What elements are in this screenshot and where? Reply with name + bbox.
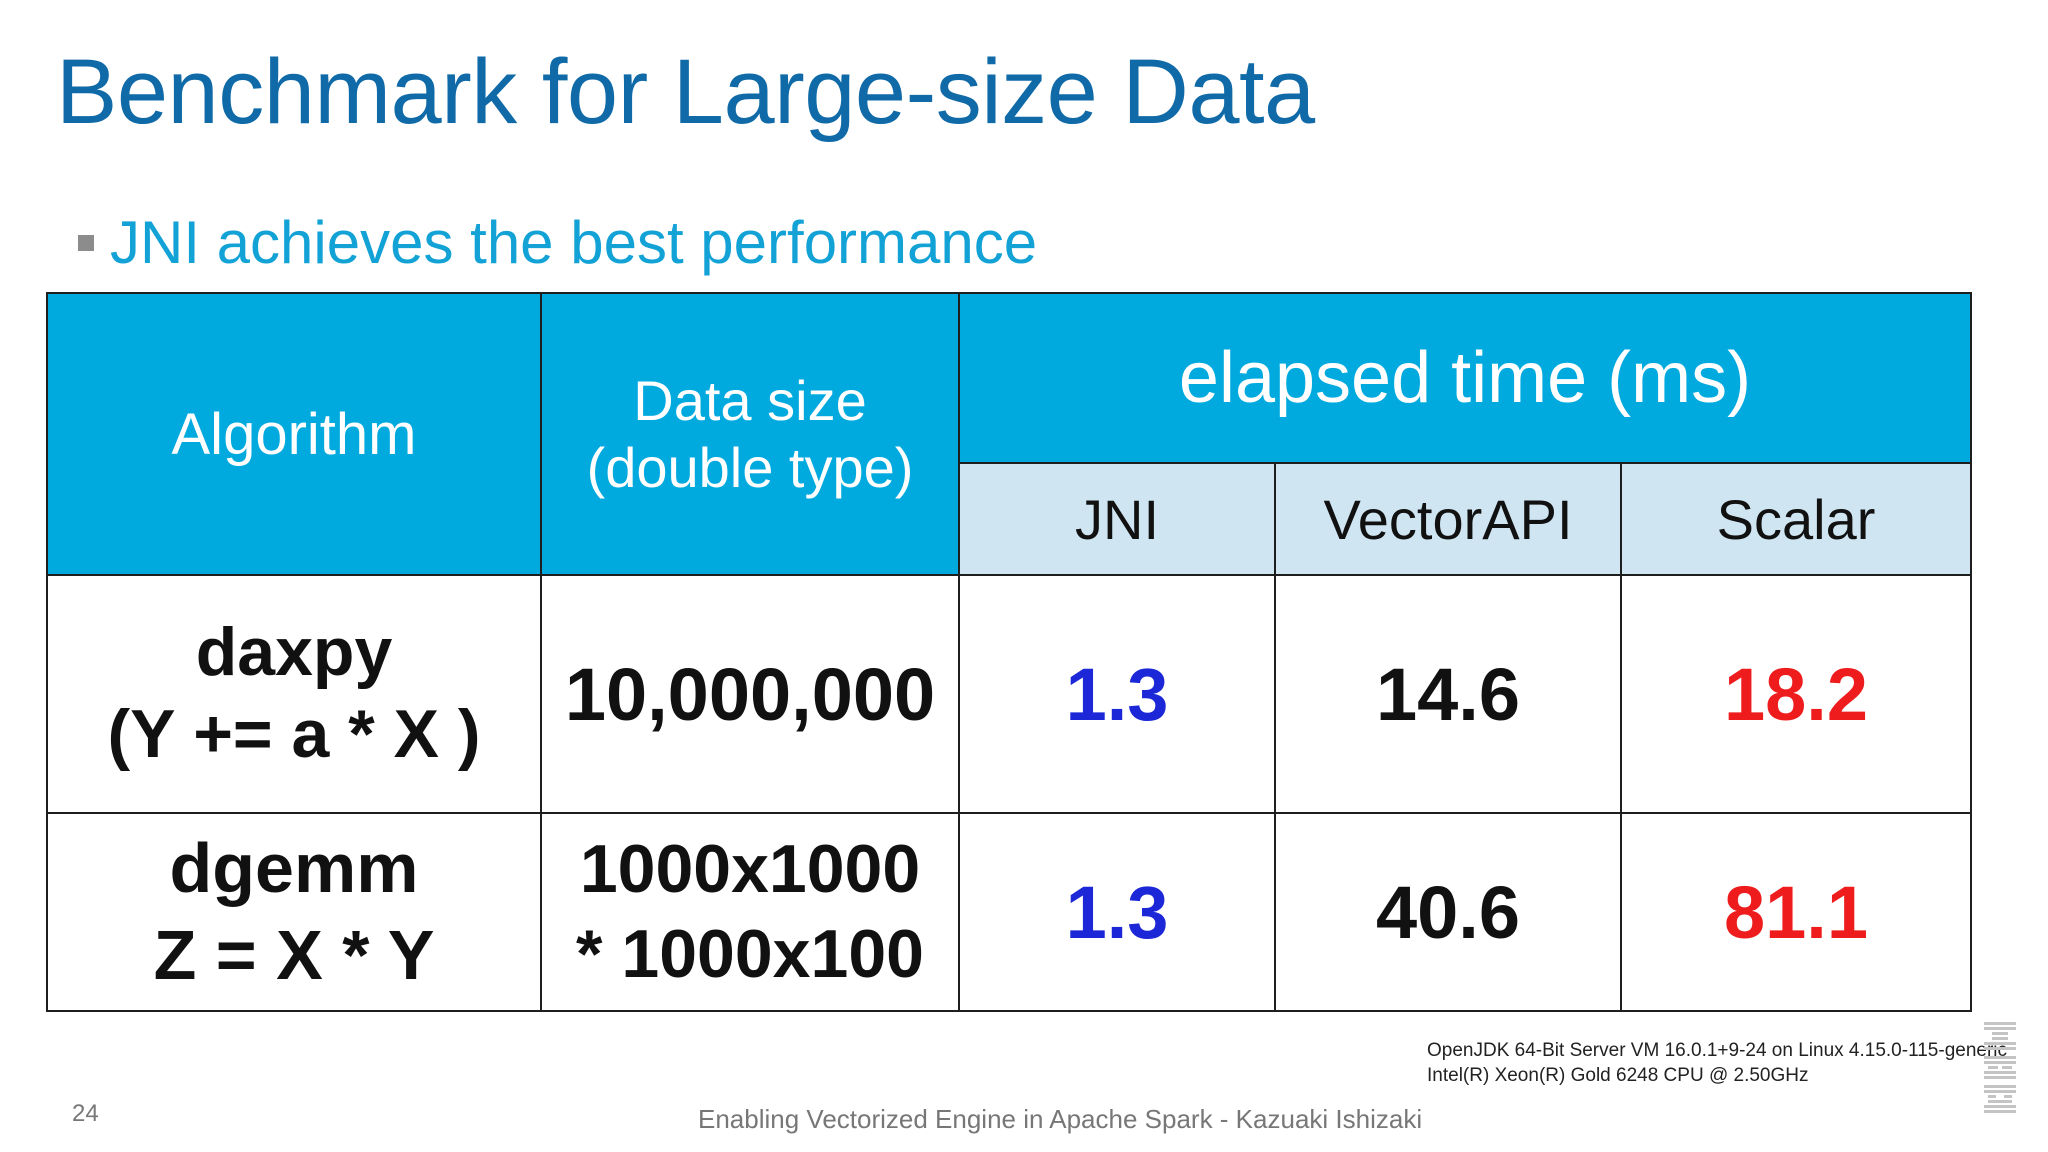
- page-number: 24: [72, 1100, 99, 1127]
- row-1-jni-value: 1.3: [1065, 652, 1169, 736]
- row-2-algorithm-formula: Z = X * Y: [153, 916, 435, 994]
- row-1-jni: 1.3: [958, 574, 1276, 814]
- row-2-data-size-line-2: * 1000x100: [576, 916, 924, 992]
- row-2-data-size-line-1: 1000x1000: [579, 831, 921, 907]
- subheader-vectorapi: VectorAPI: [1274, 462, 1622, 576]
- header-algorithm: Algorithm: [46, 292, 542, 576]
- row-2-scalar: 81.1: [1620, 812, 1972, 1012]
- footer-title: Enabling Vectorized Engine in Apache Spa…: [698, 1104, 1423, 1134]
- ibm-logo: [1980, 1020, 2020, 1116]
- environment-note-line-2: Intel(R) Xeon(R) Gold 6248 CPU @ 2.50GHz: [1427, 1065, 1809, 1086]
- bullet-text: JNI achieves the best performance: [110, 209, 1038, 276]
- header-elapsed-time: elapsed time (ms): [958, 292, 1972, 464]
- subheader-jni: JNI: [958, 462, 1276, 576]
- slide-title: Benchmark for Large-size Data: [56, 41, 1315, 143]
- row-1-scalar-value: 18.2: [1723, 652, 1869, 736]
- bullet-square-icon: [78, 234, 94, 251]
- header-elapsed-time-label: elapsed time (ms): [1178, 338, 1752, 418]
- row-2-jni-value: 1.3: [1065, 870, 1169, 954]
- row-1-algorithm-formula: (Y += a * X ): [107, 696, 481, 772]
- row-2-vectorapi-value: 40.6: [1375, 870, 1521, 954]
- row-1-algorithm: daxpy (Y += a * X ): [46, 574, 542, 814]
- environment-note-line-1: OpenJDK 64-Bit Server VM 16.0.1+9-24 on …: [1427, 1040, 2008, 1061]
- ibm-logo-icon: [1984, 1022, 2016, 1113]
- row-1-scalar: 18.2: [1620, 574, 1972, 814]
- row-1-vectorapi-value: 14.6: [1375, 652, 1521, 736]
- row-2-vectorapi: 40.6: [1274, 812, 1622, 1012]
- row-2-jni: 1.3: [958, 812, 1276, 1012]
- benchmark-table: Algorithm Data size (double type) elapse…: [46, 292, 1972, 1012]
- subheader-jni-label: JNI: [1075, 487, 1159, 551]
- row-1-data-size: 10,000,000: [540, 574, 960, 814]
- row-2-scalar-value: 81.1: [1723, 870, 1869, 954]
- subheader-scalar: Scalar: [1620, 462, 1972, 576]
- subheader-vectorapi-label: VectorAPI: [1323, 487, 1573, 551]
- row-1-data-size-value: 10,000,000: [564, 652, 936, 736]
- row-2-algorithm: dgemm Z = X * Y: [46, 812, 542, 1012]
- row-1-algorithm-name: daxpy: [195, 614, 393, 691]
- bullet-point: JNI achieves the best performance: [78, 208, 1037, 277]
- header-data-size: Data size (double type): [540, 292, 960, 576]
- subheader-scalar-label: Scalar: [1716, 487, 1876, 551]
- row-2-algorithm-name: dgemm: [169, 828, 419, 907]
- header-data-size-line-2: (double type): [586, 436, 914, 499]
- row-2-data-size: 1000x1000 * 1000x100: [540, 812, 960, 1012]
- row-1-vectorapi: 14.6: [1274, 574, 1622, 814]
- environment-note: OpenJDK 64-Bit Server VM 16.0.1+9-24 on …: [1427, 1038, 2007, 1088]
- header-data-size-line-1: Data size: [633, 368, 867, 432]
- header-algorithm-label: Algorithm: [171, 401, 417, 467]
